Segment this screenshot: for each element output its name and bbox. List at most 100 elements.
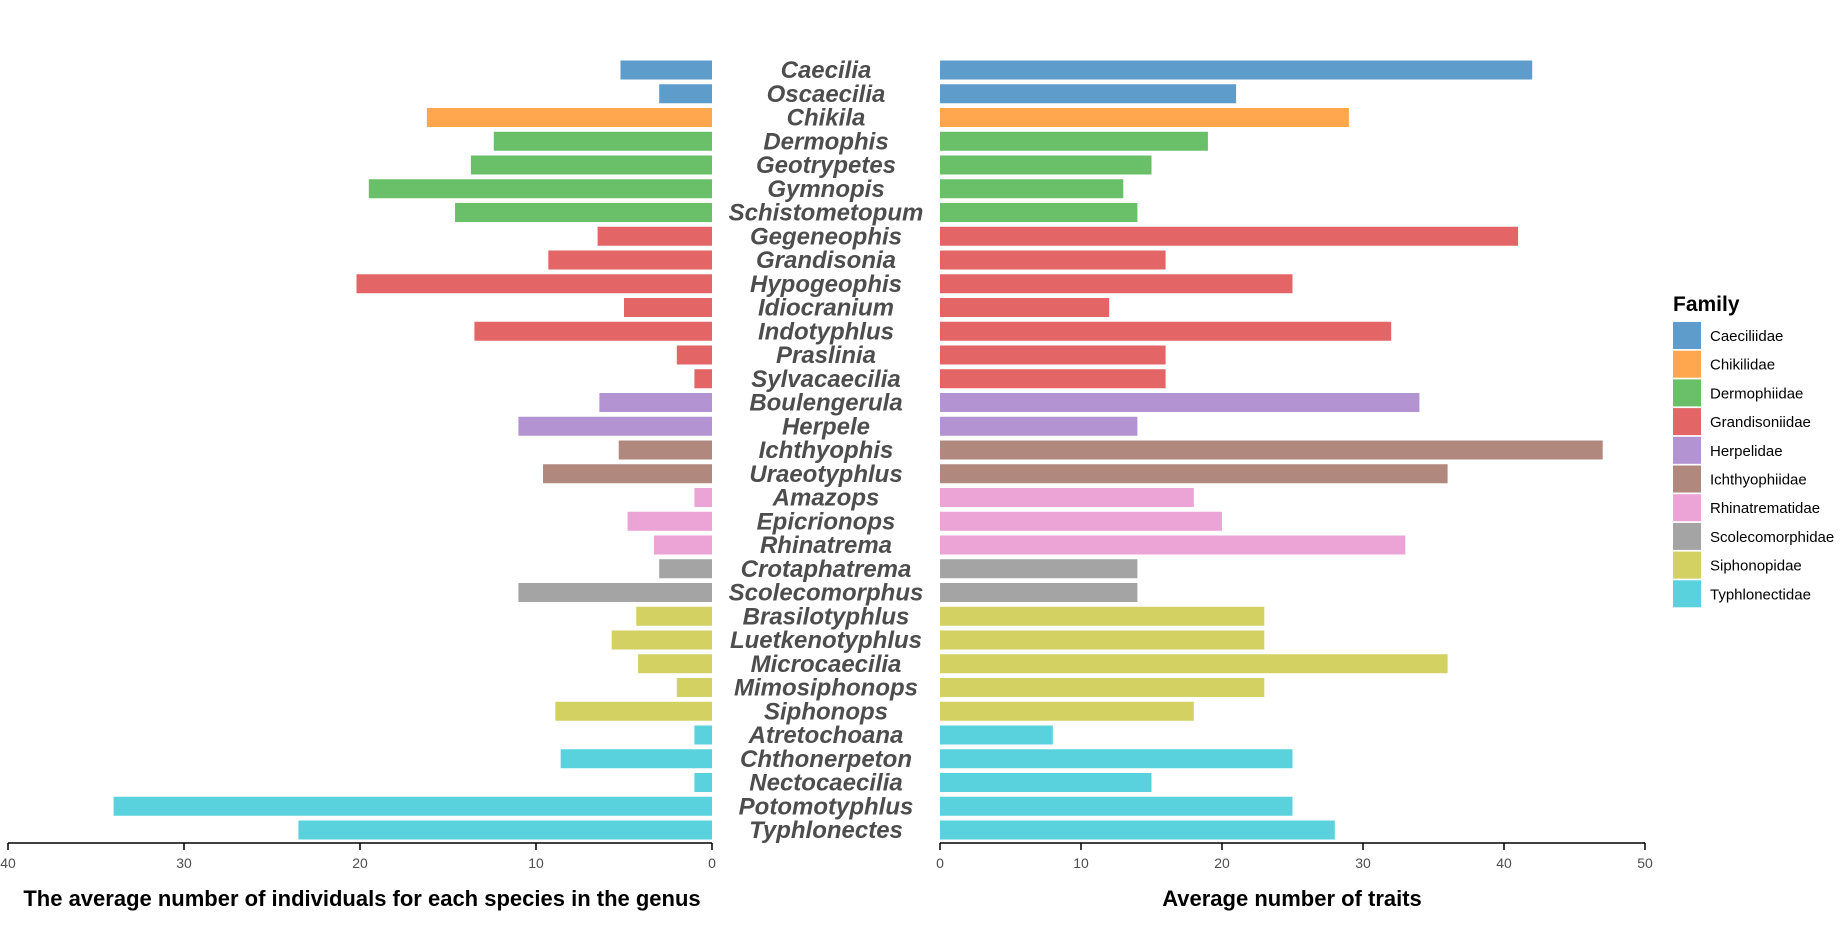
genus-label-mimosiphonops: Mimosiphonops	[734, 675, 918, 702]
left-bar-siphonops	[555, 701, 712, 721]
right-bar-siphonops	[940, 701, 1194, 721]
left-bar-schistometopum	[455, 203, 712, 222]
right-tick-label: 10	[1073, 855, 1089, 871]
left-bar-scolecomorphus	[518, 583, 712, 602]
left-x-axis: 40 30 20 10 0	[0, 842, 716, 871]
left-bar-epicrionops	[627, 511, 712, 531]
genus-label-grandisonia: Grandisonia	[756, 247, 896, 274]
right-bar-sylvacaecilia	[940, 369, 1166, 389]
right-tick-label: 20	[1214, 855, 1230, 871]
right-bar-potomotyphlus	[940, 796, 1293, 816]
right-bar-brasilotyphlus	[940, 606, 1265, 626]
genus-label-indotyphlus: Indotyphlus	[758, 318, 894, 345]
right-bar-indotyphlus	[940, 321, 1392, 341]
genus-label-hypogeophis: Hypogeophis	[750, 271, 902, 298]
genus-label-microcaecilia: Microcaecilia	[751, 651, 902, 678]
legend-swatch-typhlonectidae	[1673, 580, 1701, 608]
right-bar-caecilia	[940, 60, 1533, 80]
genus-label-idiocranium: Idiocranium	[758, 295, 894, 322]
legend-label-ichthyophiidae: Ichthyophiidae	[1710, 472, 1807, 489]
right-bar-nectocaecilia	[940, 773, 1152, 792]
genus-label-amazops: Amazops	[772, 485, 880, 512]
left-bar-gymnopis	[368, 179, 712, 199]
legend-swatch-chikilidae	[1673, 350, 1701, 378]
genus-label-typhlonectes: Typhlonectes	[749, 817, 903, 844]
genus-label-epicrionops: Epicrionops	[757, 508, 896, 535]
left-bar-luetkenotyphlus	[611, 630, 712, 650]
left-bar-brasilotyphlus	[636, 606, 712, 626]
right-bar-gegeneophis	[940, 226, 1519, 246]
genus-label-scolecomorphus: Scolecomorphus	[729, 580, 924, 607]
legend-swatch-dermophiidae	[1673, 379, 1701, 407]
right-bar-crotaphatrema	[940, 559, 1138, 579]
left-bar-dermophis	[493, 131, 712, 151]
left-bar-group	[113, 60, 713, 840]
right-bar-oscaecilia	[940, 84, 1237, 104]
genus-label-luetkenotyphlus: Luetkenotyphlus	[730, 627, 922, 654]
right-bar-amazops	[940, 488, 1194, 507]
left-bar-sylvacaecilia	[694, 369, 712, 389]
genus-label-rhinatrema: Rhinatrema	[760, 532, 892, 559]
left-bar-crotaphatrema	[659, 559, 712, 579]
right-bar-scolecomorphus	[940, 583, 1138, 602]
right-bar-atretochoana	[940, 725, 1053, 745]
genus-label-chthonerpeton: Chthonerpeton	[740, 746, 912, 773]
legend-label-siphonopidae: Siphonopidae	[1710, 558, 1802, 575]
right-bar-grandisonia	[940, 250, 1166, 270]
left-axis-title: The average number of individuals for ea…	[23, 886, 700, 911]
left-bar-caecilia	[620, 60, 712, 80]
genus-label-dermophis: Dermophis	[763, 128, 888, 155]
left-bar-gegeneophis	[597, 226, 712, 246]
left-tick-label: 30	[176, 855, 192, 871]
right-bar-microcaecilia	[940, 654, 1448, 674]
genus-label-herpele: Herpele	[782, 413, 870, 440]
left-tick-label: 40	[0, 855, 16, 871]
legend-label-grandisoniidae: Grandisoniidae	[1710, 414, 1811, 431]
left-bar-grandisonia	[548, 250, 712, 270]
legend-label-chikilidae: Chikilidae	[1710, 357, 1775, 374]
left-bar-mimosiphonops	[676, 678, 712, 697]
right-bar-dermophis	[940, 131, 1208, 151]
genus-label-praslinia: Praslinia	[776, 342, 876, 369]
right-bar-luetkenotyphlus	[940, 630, 1265, 650]
legend-label-caeciliidae: Caeciliidae	[1710, 328, 1783, 345]
legend-title: Family	[1673, 293, 1740, 316]
left-bar-chikila	[426, 108, 712, 127]
right-bar-boulengerula	[940, 393, 1420, 412]
left-tick-label: 10	[528, 855, 544, 871]
legend-swatch-caeciliidae	[1673, 322, 1701, 349]
legend: Family Caeciliidae Chikilidae Dermophiidae…	[1673, 293, 1834, 608]
right-bar-gymnopis	[940, 179, 1124, 199]
legend-label-dermophiidae: Dermophiidae	[1710, 385, 1803, 402]
legend-swatch-scolecomorphidae	[1673, 522, 1701, 550]
right-tick-label: 0	[936, 855, 944, 871]
left-bar-indotyphlus	[474, 321, 712, 341]
legend-swatch-grandisoniidae	[1673, 408, 1701, 436]
legend-swatch-ichthyophiidae	[1673, 465, 1701, 493]
genus-label-boulengerula: Boulengerula	[749, 390, 902, 417]
genus-label-gegeneophis: Gegeneophis	[750, 223, 902, 250]
right-bar-hypogeophis	[940, 274, 1293, 294]
right-bar-schistometopum	[940, 203, 1138, 222]
right-axis-title: Average number of traits	[1162, 886, 1422, 911]
genus-label-crotaphatrema: Crotaphatrema	[741, 556, 912, 583]
right-bar-rhinatrema	[940, 535, 1406, 555]
right-bar-herpele	[940, 416, 1138, 436]
left-bar-atretochoana	[694, 725, 712, 745]
left-bar-geotrypetes	[470, 155, 712, 175]
left-bar-idiocranium	[624, 298, 712, 317]
left-bar-ichthyophis	[618, 440, 712, 460]
left-bar-microcaecilia	[638, 654, 712, 674]
right-bar-chthonerpeton	[940, 749, 1293, 769]
genus-label-geotrypetes: Geotrypetes	[756, 152, 896, 179]
left-bar-boulengerula	[599, 393, 712, 412]
left-bar-praslinia	[676, 345, 712, 365]
legend-swatch-rhinatrematidae	[1673, 494, 1701, 522]
legend-label-rhinatrematidae: Rhinatrematidae	[1710, 500, 1820, 517]
genus-label-chikila: Chikila	[787, 105, 866, 132]
right-bar-geotrypetes	[940, 155, 1152, 175]
genus-label-caecilia: Caecilia	[781, 57, 872, 84]
genus-label-ichthyophis: Ichthyophis	[759, 437, 894, 464]
genus-label-potomotyphlus: Potomotyphlus	[739, 793, 914, 820]
